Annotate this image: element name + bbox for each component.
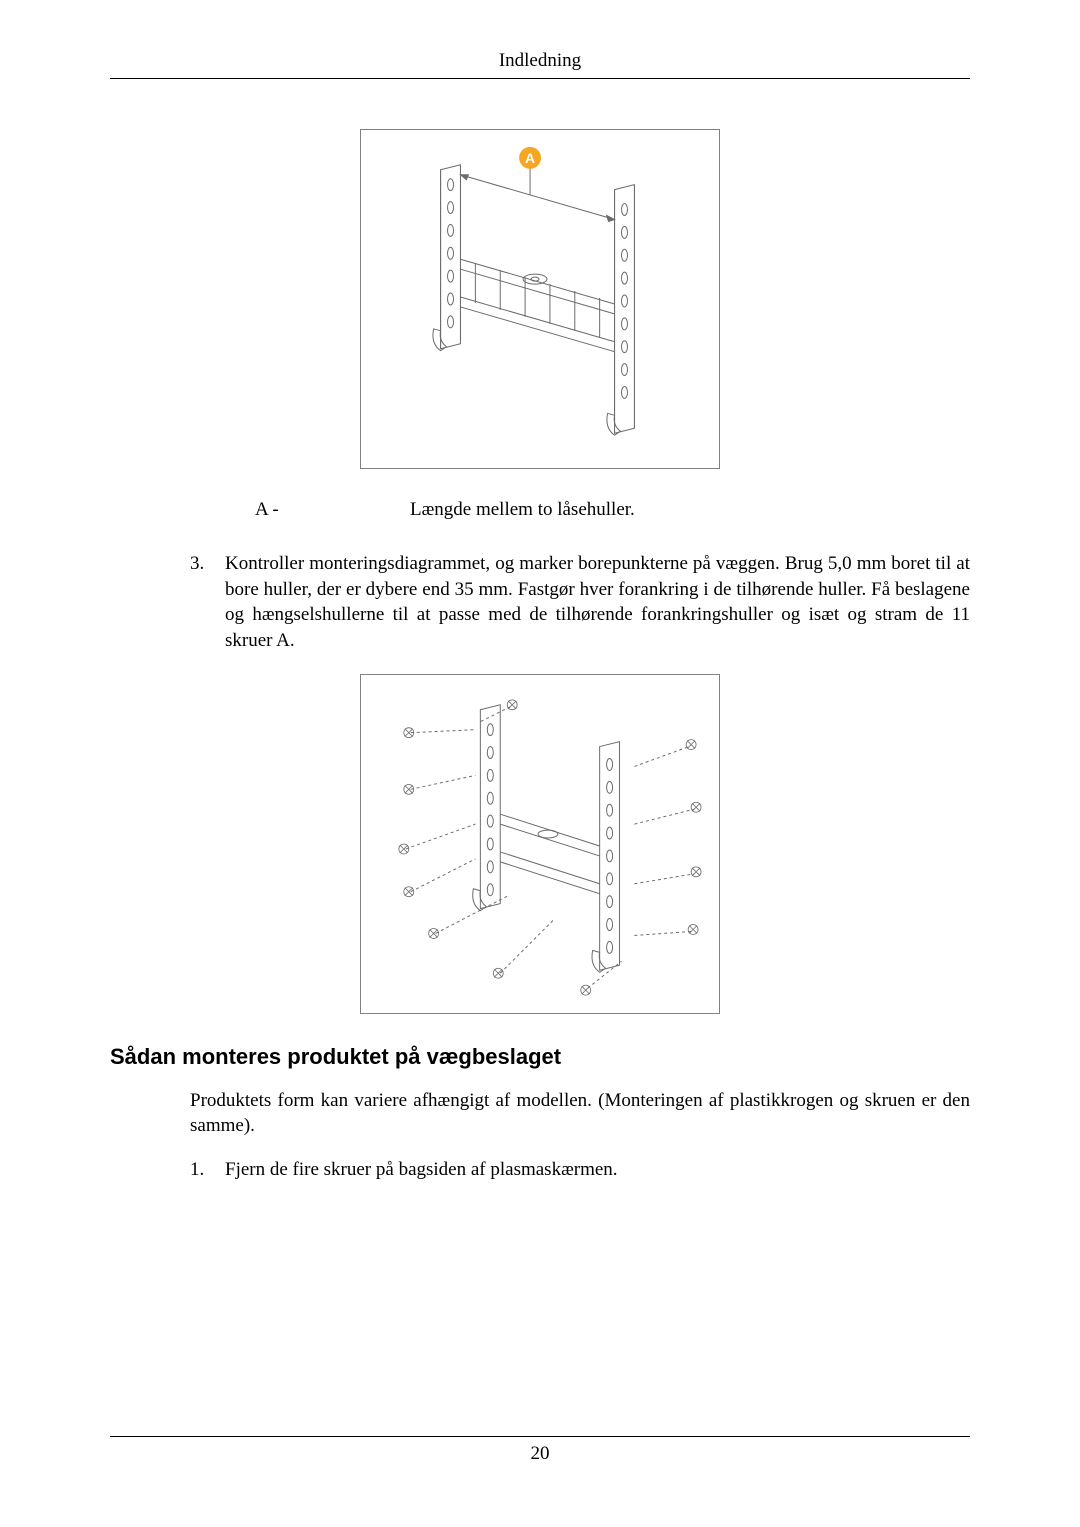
figure-1-container: A	[110, 129, 970, 469]
figure-1-svg: A	[361, 130, 719, 468]
intro-paragraph: Produktets form kan variere afhængigt af…	[190, 1088, 970, 1139]
section-heading: Sådan monteres produktet på vægbeslaget	[110, 1044, 970, 1070]
figure-2-container	[110, 674, 970, 1014]
step-3-text: Kontroller monteringsdiagrammet, og mark…	[225, 551, 970, 654]
page-number: 20	[531, 1443, 550, 1464]
step-3-number: 3.	[190, 551, 225, 654]
figure-2	[360, 674, 720, 1014]
callout-a-label: A	[525, 150, 535, 166]
step-3: 3. Kontroller monteringsdiagrammet, og m…	[190, 551, 970, 654]
figure-2-svg	[361, 675, 719, 1013]
step-1-number: 1.	[190, 1157, 225, 1183]
step-1-text: Fjern de fire skruer på bagsiden af plas…	[225, 1157, 970, 1183]
legend-key: A -	[255, 499, 410, 521]
figure-1: A	[360, 129, 720, 469]
page-header: Indledning	[110, 50, 970, 79]
page-footer: 20	[110, 1436, 970, 1465]
figure-1-legend: A - Længde mellem to låsehuller.	[255, 499, 970, 521]
legend-text: Længde mellem to låsehuller.	[410, 499, 635, 521]
step-1: 1. Fjern de fire skruer på bagsiden af p…	[190, 1157, 970, 1183]
